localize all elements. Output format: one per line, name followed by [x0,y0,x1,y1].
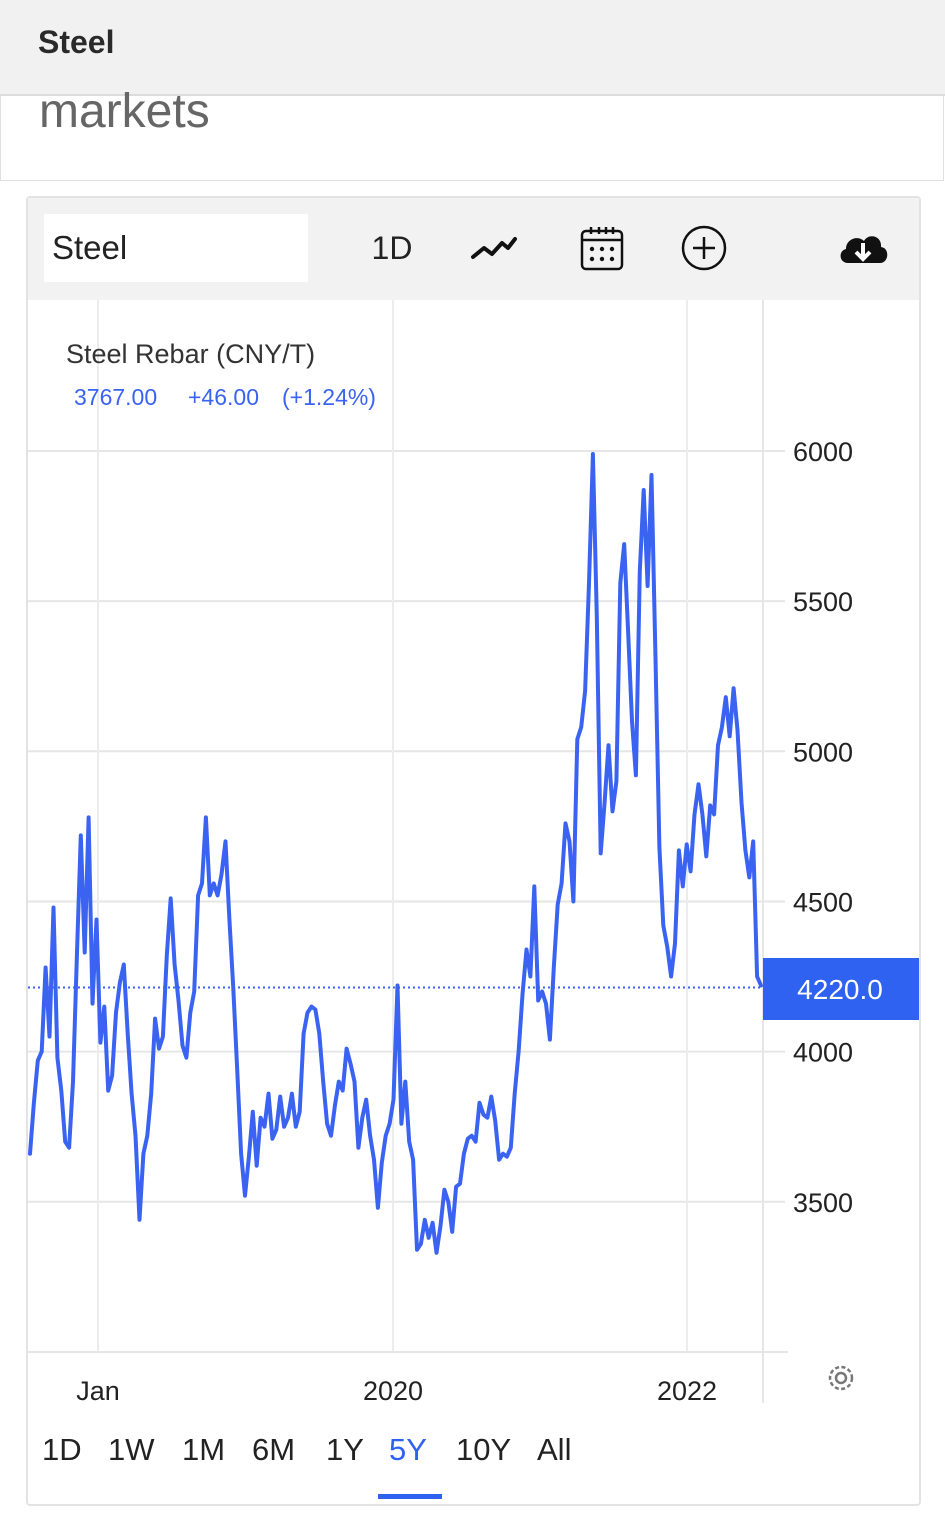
symbol-search-input[interactable] [44,214,308,282]
chart-widget: 1D [26,196,921,1506]
header-title: Steel [38,24,115,60]
y-tick-label: 5000 [793,737,853,767]
y-axis: 6000 5500 5000 4500 4000 3500 [793,437,853,1218]
chart-type-button[interactable] [464,220,524,276]
price-chart[interactable]: 6000 5500 5000 4500 4000 3500 Jan 2020 2022 Ste… [28,198,919,1424]
markets-section: markets [0,85,944,181]
chart-change: +46.00 [188,384,259,410]
plus-circle-icon [681,225,727,271]
y-tick-label: 4000 [793,1038,853,1068]
section-heading: markets [39,85,210,138]
time-range-selector: 1D 1W 1M 6M 1Y 5Y 10Y All [28,1424,919,1502]
range-10y[interactable]: 10Y [456,1432,512,1467]
chart-toolbar: 1D [28,198,919,300]
x-tick-label: 2022 [657,1376,717,1406]
gear-icon [828,1365,854,1391]
range-1w[interactable]: 1W [108,1432,155,1467]
app-header: Steel [0,0,945,96]
range-all[interactable]: All [537,1432,572,1467]
interval-button[interactable]: 1D [362,220,422,276]
y-tick-label: 3500 [793,1188,853,1218]
x-tick-label: 2020 [363,1376,423,1406]
current-price-label: 4220.0 [763,958,919,1020]
chart-series-name: Steel Rebar (CNY/T) [66,339,315,369]
y-tick-label: 4500 [793,887,853,917]
range-1y[interactable]: 1Y [326,1432,364,1467]
download-button[interactable] [832,220,894,276]
series-line [28,452,763,1255]
chart-last-price: 3767.00 [74,384,157,410]
range-1m[interactable]: 1M [182,1432,226,1467]
active-range-indicator [378,1494,442,1499]
interval-label: 1D [371,229,413,266]
calendar-icon [580,227,624,271]
price-series [28,452,763,1255]
y-tick-label: 6000 [793,437,853,467]
cloud-download-icon [840,236,888,263]
range-1d[interactable]: 1D [42,1432,82,1467]
y-tick-label: 5500 [793,587,853,617]
x-axis: Jan 2020 2022 [76,1376,717,1406]
chart-settings-button[interactable] [823,1360,859,1396]
x-tick-label: Jan [76,1376,120,1406]
chart-change-percent: (+1.24%) [282,384,376,410]
range-5y[interactable]: 5Y [389,1432,427,1467]
date-range-button[interactable] [574,220,630,276]
add-indicator-button[interactable] [678,220,730,276]
chart-grid [28,300,788,1403]
range-6m[interactable]: 6M [252,1432,296,1467]
current-price-value: 4220.0 [797,974,883,1005]
line-chart-icon [471,237,517,259]
